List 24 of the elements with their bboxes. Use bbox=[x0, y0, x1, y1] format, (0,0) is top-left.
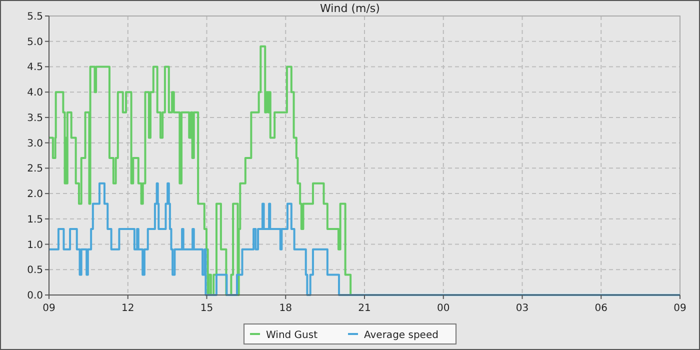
y-tick-label: 0.5 bbox=[27, 265, 43, 276]
y-tick-label: 5.5 bbox=[27, 12, 43, 22]
y-tick-label: 3.0 bbox=[27, 138, 43, 150]
y-tick-label: 2.0 bbox=[27, 189, 43, 200]
y-tick-label: 5.0 bbox=[27, 36, 43, 48]
x-tick-label: 03 bbox=[516, 303, 529, 314]
x-tick-label: 12 bbox=[122, 303, 134, 314]
x-tick-label: 15 bbox=[200, 303, 214, 314]
y-tick-label: 4.0 bbox=[27, 88, 43, 99]
x-tick-label: 06 bbox=[594, 303, 608, 314]
chart-title: Wind (m/s) bbox=[320, 2, 380, 15]
x-tick-label: 21 bbox=[358, 303, 371, 314]
y-tick-label: 1.5 bbox=[27, 214, 43, 226]
x-tick-label: 00 bbox=[437, 303, 450, 314]
x-tick-label: 09 bbox=[674, 303, 686, 314]
y-tick-label: 3.5 bbox=[27, 112, 43, 124]
y-tick-label: 1.0 bbox=[27, 240, 43, 251]
legend-label: Wind Gust bbox=[266, 330, 318, 341]
legend-label: Average speed bbox=[364, 330, 438, 341]
x-tick-label: 18 bbox=[279, 303, 292, 314]
y-tick-label: 4.5 bbox=[27, 62, 43, 74]
x-tick-label: 09 bbox=[42, 303, 56, 314]
y-tick-label: 0.0 bbox=[27, 290, 43, 302]
y-tick-label: 2.5 bbox=[27, 164, 43, 175]
